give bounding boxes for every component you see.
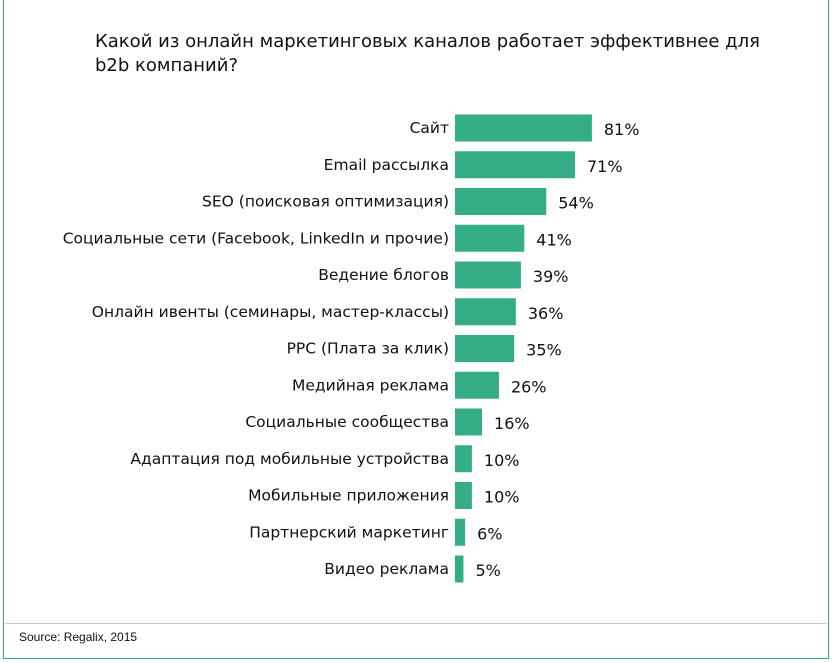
value-label: 54% <box>558 194 594 213</box>
value-label: 35% <box>526 341 562 360</box>
category-label: Адаптация под мобильные устройства <box>130 450 449 468</box>
value-label: 6% <box>477 524 502 543</box>
category-label: SEO (поисковая оптимизация) <box>202 193 449 211</box>
bar <box>455 371 499 399</box>
value-label: 5% <box>475 561 500 580</box>
category-label: Видео реклама <box>324 560 449 578</box>
category-label: Социальные сообщества <box>245 413 449 431</box>
value-label: 36% <box>528 304 564 323</box>
bar <box>455 151 575 179</box>
category-label: Ведение блогов <box>318 266 449 284</box>
bar-chart: Сайт 81% Email рассылка 71% SEO (поисковая о… <box>63 114 640 583</box>
bar <box>455 261 521 289</box>
bar <box>455 445 472 473</box>
category-label: Социальные сети (Facebook, LinkedIn и пр… <box>63 229 449 247</box>
bar <box>455 335 515 362</box>
category-label: Онлайн ивенты (семинары, мастер-классы) <box>92 303 449 321</box>
value-label: 71% <box>587 157 623 176</box>
value-label: 39% <box>533 267 569 286</box>
bar <box>455 298 516 326</box>
bar <box>455 555 464 583</box>
value-label: 10% <box>484 451 520 470</box>
chart-title: Какой из онлайн маркетинговых каналов ра… <box>95 31 760 76</box>
value-label: 81% <box>604 120 640 139</box>
category-label: PPC (Плата за клик) <box>287 340 449 358</box>
bar <box>455 224 525 252</box>
category-label: Медийная реклама <box>292 376 449 394</box>
category-label: Мобильные приложения <box>248 487 449 505</box>
value-label: 41% <box>536 230 572 249</box>
source-note: Source: Regalix, 2015 <box>19 630 138 644</box>
bar <box>455 482 472 509</box>
frame-border <box>3 0 829 659</box>
bar <box>455 114 592 142</box>
value-label: 16% <box>494 414 530 433</box>
category-label: Сайт <box>410 119 449 137</box>
value-label: 10% <box>484 488 520 507</box>
bar <box>455 408 483 436</box>
bar <box>455 188 547 215</box>
divider <box>5 623 827 624</box>
category-label: Партнерский маркетинг <box>249 523 449 541</box>
value-label: 26% <box>511 377 547 396</box>
bar <box>455 518 466 546</box>
category-label: Email рассылка <box>324 156 449 174</box>
